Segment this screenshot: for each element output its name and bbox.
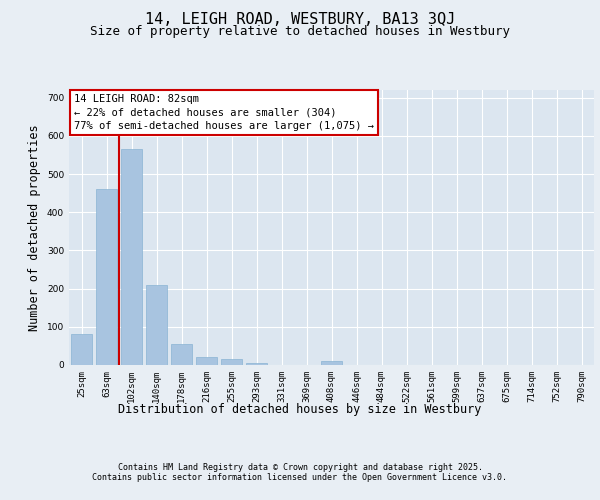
Bar	[121, 149, 142, 365]
Bar	[171, 344, 192, 365]
Text: Contains HM Land Registry data © Crown copyright and database right 2025.: Contains HM Land Registry data © Crown c…	[118, 462, 482, 471]
Bar	[196, 358, 217, 365]
Bar	[321, 361, 342, 365]
Bar	[96, 190, 117, 365]
Bar	[146, 285, 167, 365]
Bar	[246, 363, 267, 365]
Y-axis label: Number of detached properties: Number of detached properties	[28, 124, 41, 331]
Text: Contains public sector information licensed under the Open Government Licence v3: Contains public sector information licen…	[92, 472, 508, 482]
Bar	[221, 360, 242, 365]
Text: Distribution of detached houses by size in Westbury: Distribution of detached houses by size …	[118, 402, 482, 415]
Text: 14 LEIGH ROAD: 82sqm
← 22% of detached houses are smaller (304)
77% of semi-deta: 14 LEIGH ROAD: 82sqm ← 22% of detached h…	[74, 94, 374, 130]
Bar	[71, 334, 92, 365]
Text: Size of property relative to detached houses in Westbury: Size of property relative to detached ho…	[90, 24, 510, 38]
Text: 14, LEIGH ROAD, WESTBURY, BA13 3QJ: 14, LEIGH ROAD, WESTBURY, BA13 3QJ	[145, 12, 455, 28]
